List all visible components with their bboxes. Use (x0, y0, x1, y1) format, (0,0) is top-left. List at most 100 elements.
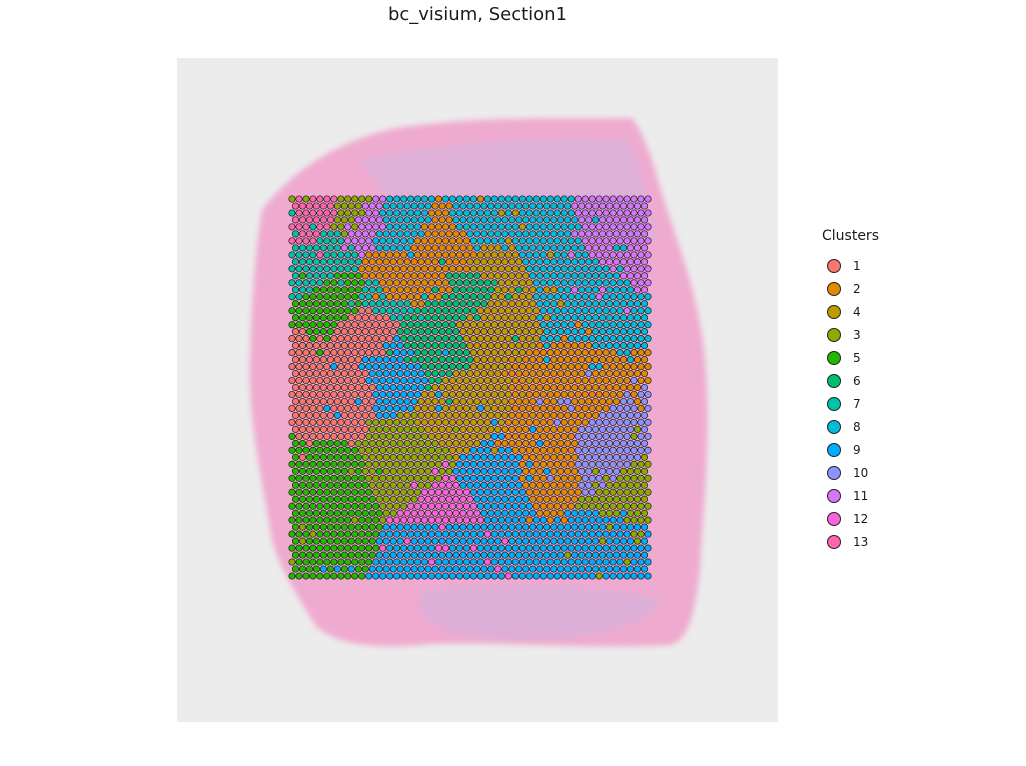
spot-cluster-3 (403, 481, 411, 489)
legend-swatch (827, 396, 841, 411)
spot-cluster-8 (606, 342, 614, 350)
spot-cluster-6 (435, 307, 443, 315)
spot-cluster-5 (333, 523, 341, 531)
spot-cluster-9 (539, 558, 547, 566)
spot-cluster-8 (613, 314, 621, 322)
spot-cluster-8 (480, 216, 488, 224)
spot-cluster-4 (476, 418, 485, 426)
spot-cluster-3 (633, 537, 642, 545)
spot-cluster-1 (375, 328, 383, 336)
spot-cluster-3 (365, 418, 373, 426)
spot-cluster-6 (448, 349, 457, 357)
spot-cluster-2 (633, 383, 642, 392)
spot-cluster-8 (382, 202, 390, 210)
spot-cluster-5 (337, 572, 345, 580)
spot-cluster-10 (637, 446, 645, 454)
spot-cluster-8 (400, 209, 408, 217)
spot-cluster-8 (543, 356, 551, 364)
spot-cluster-6 (448, 293, 457, 301)
spot-cluster-5 (337, 530, 345, 538)
spot-cluster-2 (393, 279, 401, 287)
spot-cluster-3 (626, 509, 635, 517)
spot-cluster-2 (557, 467, 565, 475)
spot-cluster-3 (410, 425, 418, 433)
spot-cluster-9 (431, 551, 439, 559)
spot-cluster-12 (442, 544, 450, 552)
spot-cluster-4 (428, 390, 436, 399)
spot-cluster-1 (305, 383, 314, 392)
spot-cluster-3 (630, 474, 638, 482)
spot-cluster-9 (462, 572, 471, 580)
spot-cluster-9 (518, 502, 526, 510)
spot-cluster-6 (431, 328, 439, 336)
spot-cluster-5 (291, 537, 300, 545)
spot-cluster-8 (644, 307, 652, 315)
spot-cluster-8 (609, 293, 617, 301)
spot-cluster-11 (630, 265, 638, 273)
spot-cluster-9 (403, 523, 411, 531)
spot-cluster-4 (428, 404, 436, 412)
spot-cluster-11 (368, 244, 376, 252)
spot-cluster-8 (462, 195, 471, 203)
spot-cluster-1 (368, 411, 376, 419)
spot-cluster-9 (620, 551, 628, 559)
spot-cluster-10 (581, 474, 589, 482)
spot-cluster-8 (553, 209, 561, 217)
spot-cluster-9 (389, 342, 397, 350)
spot-cluster-1 (347, 425, 355, 433)
spot-cluster-2 (543, 369, 551, 378)
spot-cluster-11 (609, 251, 617, 259)
legend-item-1: 1 (822, 254, 879, 277)
spot-cluster-10 (626, 411, 635, 419)
spot-cluster-5 (291, 453, 300, 461)
spot-cluster-2 (410, 300, 418, 308)
spot-cluster-10 (585, 439, 593, 447)
spot-cluster-11 (379, 223, 387, 231)
spot-cluster-6 (400, 321, 408, 329)
spot-cluster-4 (476, 335, 485, 343)
spot-cluster-8 (511, 195, 519, 203)
spot-cluster-5 (309, 321, 317, 329)
spot-cluster-8 (490, 237, 498, 245)
spot-cluster-5 (309, 307, 317, 315)
spot-cluster-9 (480, 509, 488, 517)
spot-cluster-4 (438, 397, 446, 406)
spot-cluster-9 (490, 418, 498, 426)
spot-cluster-5 (295, 321, 303, 329)
spot-cluster-5 (326, 453, 334, 461)
spot-cluster-3 (595, 572, 603, 580)
spot-cluster-5 (316, 488, 324, 496)
spot-cluster-3 (340, 216, 348, 224)
spot-cluster-2 (578, 356, 586, 364)
spot-cluster-9 (567, 572, 575, 580)
spot-cluster-2 (543, 509, 551, 517)
spot-cluster-5 (361, 565, 369, 573)
spot-cluster-3 (372, 460, 380, 468)
spot-cluster-9 (396, 537, 404, 545)
spot-cluster-3 (386, 488, 394, 496)
spot-cluster-11 (372, 195, 380, 203)
spot-cluster-9 (550, 537, 558, 545)
spot-cluster-8 (571, 258, 579, 266)
spot-cluster-8 (623, 279, 631, 287)
spot-cluster-3 (351, 223, 359, 231)
spot-cluster-1 (316, 363, 324, 371)
spot-cluster-1 (358, 432, 366, 440)
spot-cluster-2 (428, 251, 436, 259)
spot-cluster-9 (407, 363, 415, 371)
spot-cluster-2 (435, 279, 443, 287)
spot-cluster-9 (508, 523, 516, 531)
spot-cluster-3 (637, 502, 645, 510)
spot-cluster-7 (396, 314, 404, 322)
spot-cluster-8 (571, 244, 579, 252)
spot-cluster-10 (626, 425, 635, 433)
spot-cluster-8 (536, 258, 544, 266)
spot-cluster-2 (560, 516, 568, 524)
spot-cluster-3 (414, 488, 422, 496)
spot-cluster-2 (546, 488, 554, 496)
spot-cluster-8 (592, 272, 600, 280)
spot-cluster-5 (323, 474, 331, 482)
spot-cluster-1 (323, 376, 331, 385)
spot-cluster-1 (351, 418, 359, 426)
spot-cluster-1 (288, 363, 296, 371)
